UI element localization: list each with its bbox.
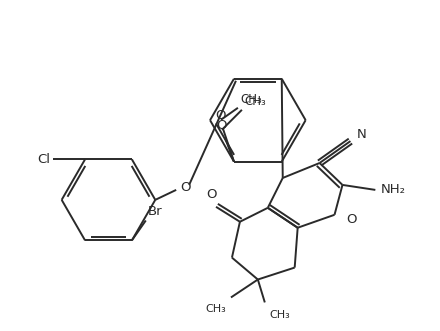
- Text: O: O: [216, 109, 226, 122]
- Text: Cl: Cl: [37, 153, 50, 166]
- Text: N: N: [356, 128, 366, 141]
- Text: CH₃: CH₃: [270, 310, 290, 320]
- Text: Br: Br: [148, 206, 162, 218]
- Text: CH₃: CH₃: [205, 305, 226, 314]
- Text: CH₃: CH₃: [240, 93, 262, 106]
- Text: O: O: [180, 181, 191, 194]
- Text: O: O: [217, 119, 227, 132]
- Text: CH₃: CH₃: [244, 95, 266, 108]
- Text: O: O: [206, 188, 216, 201]
- Text: NH₂: NH₂: [380, 183, 405, 196]
- Text: O: O: [346, 213, 357, 226]
